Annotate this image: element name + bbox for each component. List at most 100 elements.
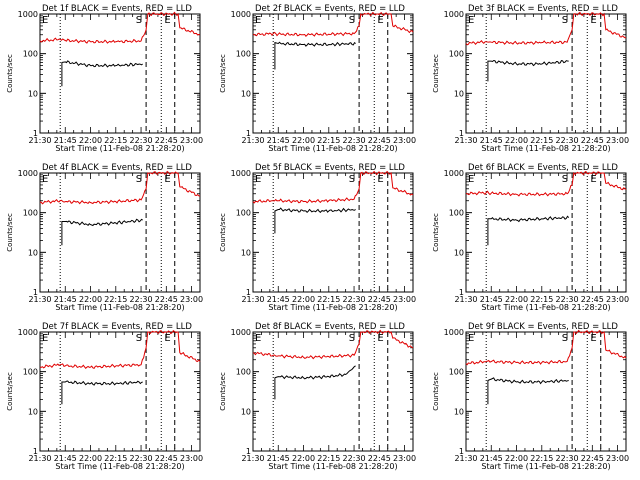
- x-tick-label: 21:45: [54, 295, 77, 304]
- x-axis-label: Start Time (11-Feb-08 21:28:20): [55, 303, 184, 312]
- x-tick-label: 22:00: [292, 136, 315, 145]
- y-tick-label: 1000: [18, 328, 38, 337]
- plot-frame: [252, 172, 414, 293]
- corner-e-label: E: [255, 333, 261, 344]
- chart-panel-6: Det 6f BLACK = Events, RED = LLD Counts/s…: [432, 163, 629, 312]
- x-tick-label: 22:45: [368, 454, 391, 463]
- series-line-events: [274, 207, 356, 234]
- y-tick-label: 100: [23, 209, 38, 218]
- corner-e-label: E: [468, 15, 474, 26]
- x-tick-label: 23:00: [180, 295, 203, 304]
- x-tick-label: 22:30: [343, 295, 366, 304]
- x-tick-label: 23:00: [393, 295, 416, 304]
- corner-e-label: E: [42, 174, 48, 185]
- x-tick-label: 23:00: [180, 454, 203, 463]
- plot-frame: [465, 331, 627, 452]
- chart-panel-3: Det 3f BLACK = Events, RED = LLD Counts/s…: [432, 4, 629, 153]
- x-tick-label: 22:45: [581, 136, 604, 145]
- x-axis-label: Start Time (11-Feb-08 21:28:20): [268, 303, 397, 312]
- y-tick-label: 100: [449, 50, 464, 59]
- series-line-lld: [39, 170, 201, 205]
- y-axis-label: Counts/sec: [219, 54, 227, 93]
- plot-frame: [39, 331, 201, 452]
- chart-panel-4: Det 4f BLACK = Events, RED = LLD Counts/s…: [6, 163, 203, 312]
- x-axis-label: Start Time (11-Feb-08 21:28:20): [268, 144, 397, 153]
- x-tick-label: 22:00: [505, 454, 528, 463]
- corner-e-label: E: [468, 333, 474, 344]
- chart-panel-9: Det 9f BLACK = Events, RED = LLD Counts/s…: [432, 322, 629, 471]
- x-tick-label: 21:30: [28, 136, 51, 145]
- y-tick-label: 1000: [444, 328, 464, 337]
- x-tick-label: 22:30: [556, 295, 579, 304]
- x-tick-label: 21:30: [241, 295, 264, 304]
- y-tick-label: 1000: [18, 169, 38, 178]
- chart-panel-5: Det 5f BLACK = Events, RED = LLD Counts/s…: [219, 163, 416, 312]
- x-tick-label: 21:30: [28, 295, 51, 304]
- y-axis-label: Counts/sec: [432, 54, 440, 93]
- series-line-lld: [39, 330, 201, 370]
- x-tick-label: 22:15: [104, 136, 127, 145]
- x-tick-label: 21:30: [28, 454, 51, 463]
- chart-panel-1: Det 1f BLACK = Events, RED = LLD Counts/s…: [6, 4, 203, 153]
- x-tick-label: 21:45: [480, 454, 503, 463]
- x-tick-label: 22:15: [530, 454, 553, 463]
- y-tick-label: 1000: [231, 10, 251, 19]
- x-tick-label: 22:45: [155, 454, 178, 463]
- x-tick-label: 22:45: [155, 136, 178, 145]
- y-axis-label: Counts/sec: [432, 213, 440, 252]
- x-tick-label: 22:00: [292, 454, 315, 463]
- series-line-events: [487, 377, 569, 405]
- x-tick-label: 23:00: [393, 136, 416, 145]
- y-axis-label: Counts/sec: [6, 213, 14, 252]
- x-tick-label: 22:15: [530, 295, 553, 304]
- y-tick-label: 1: [246, 129, 251, 138]
- y-tick-label: 10: [454, 407, 464, 416]
- marker-label: E: [377, 174, 383, 185]
- y-tick-label: 10: [454, 248, 464, 257]
- chart-panel-8: Det 8f BLACK = Events, RED = LLD Counts/s…: [219, 322, 416, 471]
- y-tick-label: 10: [454, 89, 464, 98]
- marker-label: E: [164, 174, 170, 185]
- x-tick-label: 22:30: [130, 454, 153, 463]
- chart-title: Det 3f BLACK = Events, RED = LLD: [468, 4, 618, 14]
- y-tick-label: 10: [241, 89, 251, 98]
- x-tick-label: 22:15: [317, 136, 340, 145]
- chart-panel-2: Det 2f BLACK = Events, RED = LLD Counts/s…: [219, 4, 416, 153]
- y-tick-label: 10: [28, 89, 38, 98]
- x-tick-label: 22:45: [368, 295, 391, 304]
- x-axis-label: Start Time (11-Feb-08 21:28:20): [55, 462, 184, 471]
- marker-label: S: [562, 174, 568, 185]
- chart-title: Det 5f BLACK = Events, RED = LLD: [255, 163, 405, 173]
- y-tick-label: 1000: [231, 169, 251, 178]
- series-line-lld: [465, 11, 627, 46]
- y-axis-label: Counts/sec: [6, 372, 14, 411]
- y-tick-label: 1: [33, 129, 38, 138]
- x-tick-label: 23:00: [606, 136, 629, 145]
- series-line-events: [274, 365, 356, 400]
- plot-frame: [39, 172, 201, 293]
- y-tick-label: 100: [236, 209, 251, 218]
- chart-title: Det 7f BLACK = Events, RED = LLD: [42, 322, 192, 332]
- x-tick-label: 22:30: [343, 136, 366, 145]
- chart-title: Det 8f BLACK = Events, RED = LLD: [255, 322, 405, 332]
- series-line-events: [61, 380, 143, 405]
- marker-label: E: [164, 15, 170, 26]
- y-tick-label: 10: [28, 248, 38, 257]
- x-tick-label: 21:45: [54, 136, 77, 145]
- y-tick-label: 1: [459, 129, 464, 138]
- x-tick-label: 23:00: [606, 454, 629, 463]
- plot-frame: [252, 13, 414, 134]
- x-tick-label: 23:00: [393, 454, 416, 463]
- x-tick-label: 22:15: [104, 295, 127, 304]
- x-tick-label: 22:30: [556, 136, 579, 145]
- series-line-events: [61, 60, 143, 87]
- marker-label: S: [562, 15, 568, 26]
- x-tick-label: 22:45: [155, 295, 178, 304]
- marker-label: E: [377, 333, 383, 344]
- x-tick-label: 22:15: [317, 454, 340, 463]
- corner-e-label: E: [42, 15, 48, 26]
- series-line-events: [487, 215, 570, 246]
- x-tick-label: 22:00: [505, 295, 528, 304]
- marker-label: S: [349, 174, 355, 185]
- plot-frame: [39, 13, 201, 134]
